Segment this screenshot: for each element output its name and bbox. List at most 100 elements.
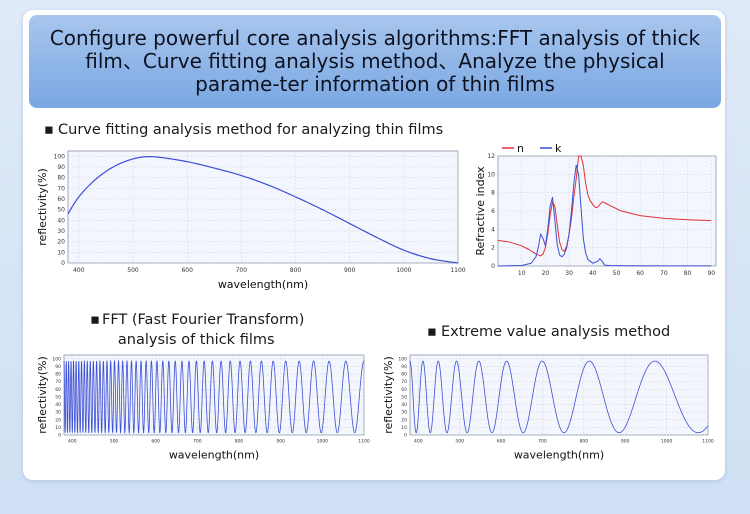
y-tick-label: 70 — [57, 185, 65, 192]
x-tick-label: 700 — [538, 439, 547, 445]
x-axis-label: wavelength(nm) — [169, 449, 259, 462]
y-tick-label: 2 — [491, 245, 495, 252]
x-tick-label: 1000 — [661, 439, 673, 445]
y-tick-label: 100 — [52, 356, 61, 362]
y-tick-label: 90 — [55, 364, 61, 370]
section-heading-extreme-value: ▪ Extreme value analysis method — [427, 322, 670, 342]
x-tick-label: 1100 — [450, 267, 465, 274]
x-tick-label: 1100 — [702, 439, 714, 445]
reflectivity-fit-line — [67, 155, 459, 264]
x-tick-label: 600 — [181, 267, 193, 274]
x-axis-label: wavelength(nm) — [514, 449, 604, 462]
oscillation-line — [409, 360, 709, 434]
y-tick-label: 80 — [401, 372, 407, 378]
y-tick-label: 100 — [54, 153, 66, 160]
y-tick-label: 10 — [55, 425, 61, 431]
y-tick-label: 50 — [57, 207, 65, 214]
legend-label-k: k — [555, 142, 562, 155]
x-tick-label: 1000 — [396, 267, 411, 274]
x-tick-label: 20 — [542, 270, 550, 277]
y-tick-label: 50 — [55, 394, 61, 400]
x-tick-label: 10 — [518, 270, 526, 277]
y-tick-label: 0 — [491, 263, 495, 270]
y-tick-label: 40 — [55, 402, 61, 408]
y-tick-label: 4 — [491, 226, 495, 233]
x-tick-label: 900 — [344, 267, 356, 274]
x-tick-label: 80 — [684, 270, 692, 277]
y-tick-label: 40 — [57, 217, 65, 224]
y-tick-label: 20 — [55, 417, 61, 423]
x-tick-label: 30 — [565, 270, 573, 277]
x-tick-label: 600 — [151, 439, 160, 445]
section-label-line1: ▪ FFT (Fast Fourier Transform) — [88, 310, 304, 330]
x-tick-label: 90 — [707, 270, 715, 277]
y-tick-label: 20 — [57, 239, 65, 246]
y-tick-label: 30 — [55, 410, 61, 416]
x-tick-label: 800 — [580, 439, 589, 445]
x-tick-label: 500 — [127, 267, 139, 274]
y-tick-label: 70 — [401, 379, 407, 385]
section-label: Curve fitting analysis method for analyz… — [58, 122, 444, 138]
y-tick-label: 0 — [61, 260, 65, 267]
legend-label-n: n — [517, 142, 524, 155]
x-tick-label: 800 — [235, 439, 244, 445]
section-label-line2: analysis of thick films — [117, 332, 275, 348]
x-tick-label: 400 — [68, 439, 77, 445]
y-tick-label: 0 — [58, 433, 61, 439]
y-tick-label: 6 — [491, 208, 495, 215]
x-tick-label: 500 — [455, 439, 464, 445]
y-tick-label: 100 — [398, 356, 407, 362]
series-line-k — [497, 164, 712, 267]
x-tick-label: 600 — [497, 439, 506, 445]
y-tick-label: 40 — [401, 402, 407, 408]
y-tick-label: 8 — [491, 190, 495, 197]
section-heading-curve-fitting: ▪ Curve fitting analysis method for analy… — [44, 120, 443, 140]
y-axis-label: Refractive index — [474, 166, 487, 256]
y-tick-label: 80 — [55, 372, 61, 378]
x-tick-label: 900 — [276, 439, 285, 445]
reflectivity-fit-chart: 0 10 20 30 40 50 60 70 80 90 100 400 500 600 700 800 900… — [36, 150, 466, 291]
bullet-icon: ▪ — [90, 312, 100, 328]
x-tick-label: 800 — [290, 267, 302, 274]
y-tick-label: 60 — [55, 387, 61, 393]
x-tick-label: 70 — [660, 270, 668, 277]
y-tick-label: 80 — [57, 175, 65, 182]
banner-title: Configure powerful core analysis algorit… — [49, 26, 701, 96]
section-label: FFT (Fast Fourier Transform) — [102, 312, 305, 328]
x-tick-label: 500 — [110, 439, 119, 445]
y-tick-label: 60 — [401, 387, 407, 393]
y-tick-label: 30 — [401, 410, 407, 416]
bullet-icon: ▪ — [427, 324, 437, 340]
x-tick-label: 1100 — [358, 439, 370, 445]
x-tick-label: 700 — [236, 267, 248, 274]
x-tick-label: 50 — [613, 270, 621, 277]
y-axis-label: reflectivity(%) — [382, 356, 395, 434]
y-tick-label: 30 — [57, 228, 65, 235]
bullet-icon: ▪ — [44, 122, 54, 138]
y-tick-label: 20 — [401, 417, 407, 423]
y-tick-label: 10 — [487, 171, 495, 178]
header-banner: Configure powerful core analysis algorit… — [29, 15, 721, 108]
x-tick-label: 400 — [73, 267, 85, 274]
x-tick-label: 700 — [193, 439, 202, 445]
y-tick-label: 90 — [57, 164, 65, 171]
x-tick-label: 900 — [621, 439, 630, 445]
y-tick-label: 0 — [404, 433, 407, 439]
x-tick-label: 60 — [636, 270, 644, 277]
series-line-n — [497, 155, 712, 257]
y-tick-label: 10 — [57, 249, 65, 256]
refractive-index-chart: 0 2 4 6 8 10 12 10 20 30 40 50 60 70 80 90 Refractive in… — [474, 142, 717, 277]
section-label: Extreme value analysis method — [441, 324, 671, 340]
section-heading-fft: ▪ FFT (Fast Fourier Transform) analysis o… — [88, 310, 304, 350]
y-tick-label: 60 — [57, 196, 65, 203]
y-tick-label: 90 — [401, 364, 407, 370]
y-tick-label: 70 — [55, 379, 61, 385]
x-tick-label: 400 — [414, 439, 423, 445]
x-tick-label: 1000 — [317, 439, 329, 445]
y-axis-label: reflectivity(%) — [36, 356, 49, 434]
y-axis-label: reflectivity(%) — [36, 168, 49, 246]
oscillation-line — [63, 359, 365, 435]
y-tick-label: 12 — [487, 153, 495, 160]
